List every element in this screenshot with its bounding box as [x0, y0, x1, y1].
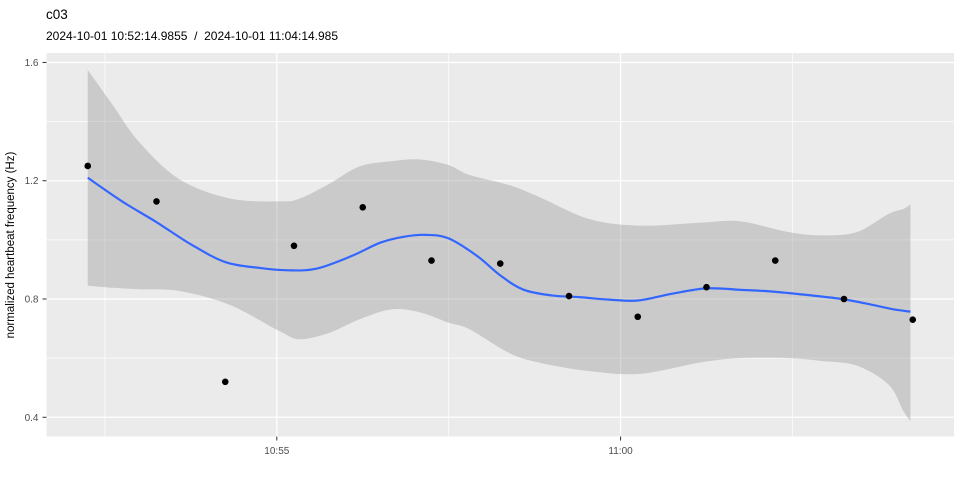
confidence-band [87, 69, 911, 422]
data-point [359, 204, 367, 211]
data-point [840, 295, 848, 303]
smooth-line [87, 176, 911, 313]
data-point [703, 283, 710, 291]
data-point [496, 260, 504, 267]
data-point [428, 257, 435, 264]
y-axis-title: normalized heartbeat frequency (Hz) [5, 152, 17, 339]
data-point [565, 292, 573, 300]
data-point [771, 257, 779, 264]
chart-subtitle: 2024-10-01 10:52:14.9855 / 2024-10-01 11… [46, 29, 339, 43]
data-point [84, 162, 92, 170]
plot-panel [46, 53, 954, 437]
y-tick-label: 1.2 [25, 176, 39, 187]
y-tick-label: 1.6 [25, 58, 39, 69]
chart-title: c03 [46, 7, 68, 22]
x-tick-label: 10:55 [264, 446, 289, 457]
data-point [634, 313, 642, 321]
x-tick-label: 11:00 [608, 446, 633, 457]
data-point [290, 242, 298, 250]
y-tick-label: 0.4 [25, 413, 39, 424]
data-point [909, 316, 917, 324]
data-point [153, 198, 160, 205]
y-tick-label: 0.8 [25, 295, 39, 306]
data-point [221, 378, 229, 386]
